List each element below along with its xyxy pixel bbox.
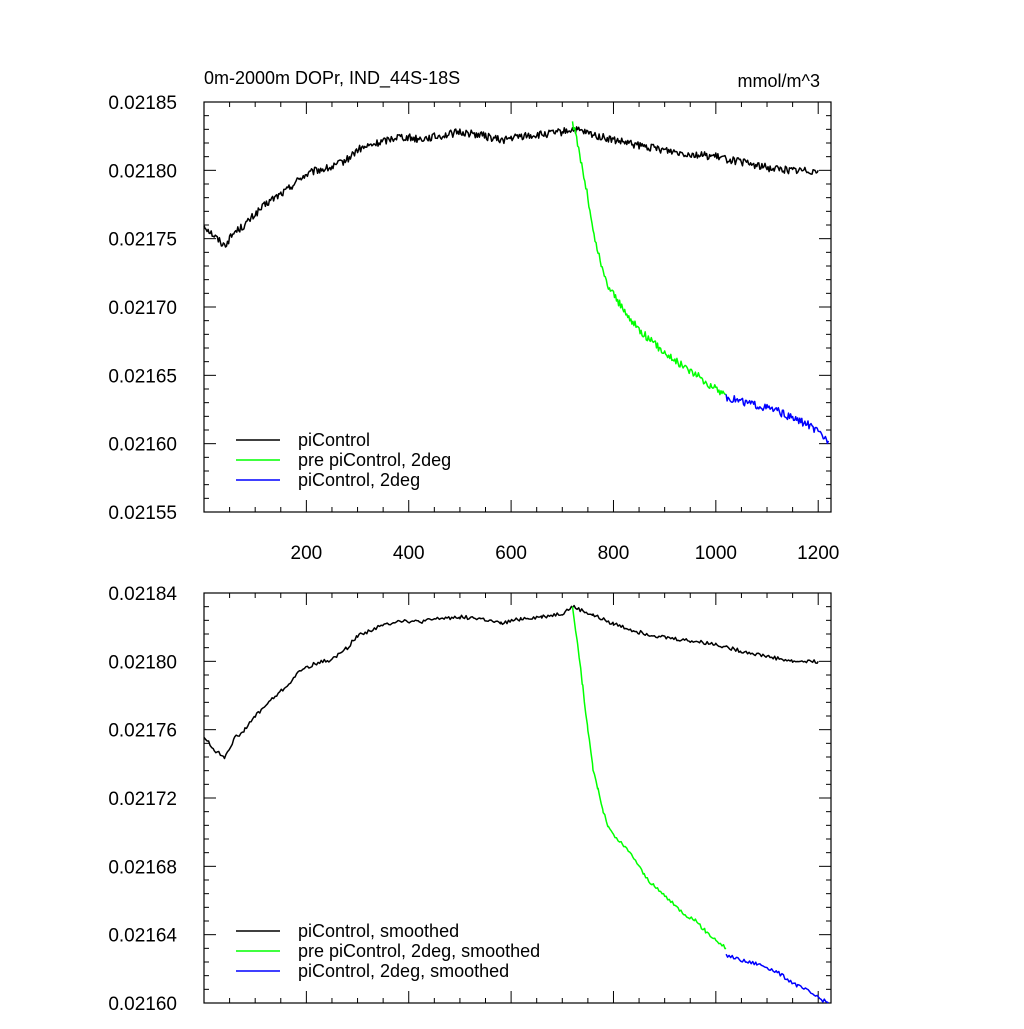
- top-series-line-0: [203, 126, 819, 248]
- top-series-line-1: [571, 121, 727, 396]
- bottom-series-line-0: [203, 604, 819, 760]
- top-y-tick-label: 0.02175: [108, 230, 177, 251]
- bottom-y-tick-label: 0.02184: [108, 584, 177, 605]
- top-x-tick-label: 600: [495, 543, 527, 564]
- bottom-y-tick-label: 0.02160: [108, 994, 177, 1015]
- top-x-tick-label: 800: [598, 543, 630, 564]
- bottom-series-line-2: [725, 953, 829, 1004]
- bottom-legend-label: pre piControl, 2deg, smoothed: [298, 941, 540, 961]
- top-y-tick-label: 0.02155: [108, 503, 177, 524]
- top-x-tick-label: 1200: [797, 543, 839, 564]
- top-y-tick-label: 0.02180: [108, 161, 177, 182]
- top-x-tick-label: 200: [291, 543, 323, 564]
- bottom-series-line-1: [571, 606, 727, 950]
- bottom-y-tick-label: 0.02164: [108, 926, 177, 947]
- top-chart-units: mmol/m^3: [738, 71, 820, 91]
- top-y-tick-label: 0.02165: [108, 366, 177, 387]
- bottom-legend-label: piControl, 2deg, smoothed: [298, 961, 509, 981]
- top-legend-label: piControl, 2deg: [298, 470, 420, 490]
- top-series-line-2: [725, 394, 830, 445]
- top-chart-title: 0m-2000m DOPr, IND_44S-18S: [204, 68, 460, 89]
- bottom-y-tick-label: 0.02176: [108, 721, 177, 742]
- top-y-tick-label: 0.02160: [108, 435, 177, 456]
- top-y-tick-label: 0.02170: [108, 298, 177, 319]
- bottom-y-tick-label: 0.02180: [108, 652, 177, 673]
- bottom-legend-label: piControl, smoothed: [298, 921, 459, 941]
- top-legend-label: piControl: [298, 430, 370, 450]
- top-y-tick-label: 0.02185: [108, 93, 177, 114]
- top-legend-label: pre piControl, 2deg: [298, 450, 451, 470]
- top-chart: 0.02155 0.02160 0.02165 0.02170 0.02175 0.021…: [108, 93, 839, 564]
- bottom-chart: 0.02160 0.02164 0.02168 0.02172 0.02176 0.021…: [108, 584, 832, 1015]
- bottom-y-tick-label: 0.02168: [108, 857, 177, 878]
- top-x-tick-label: 1000: [695, 543, 737, 564]
- top-x-tick-label: 400: [393, 543, 425, 564]
- bottom-y-tick-label: 0.02172: [108, 789, 177, 810]
